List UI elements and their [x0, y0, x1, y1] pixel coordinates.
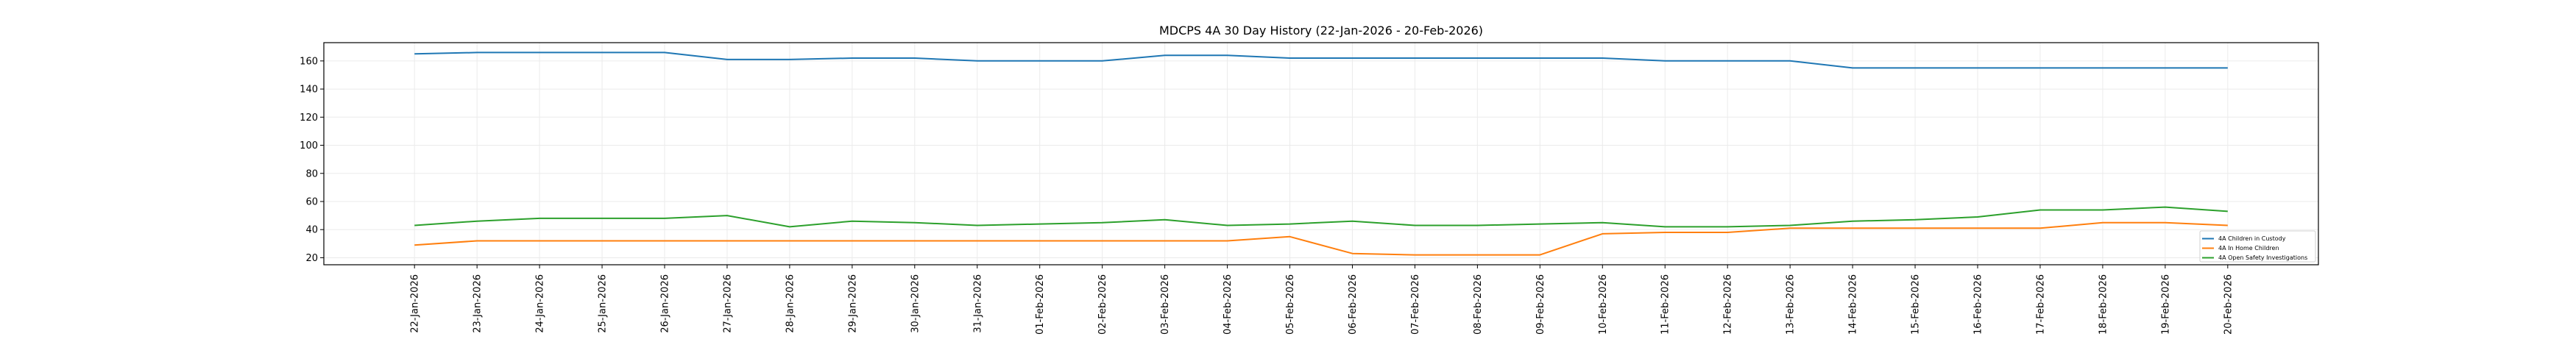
x-tick-label: 19-Feb-2026: [2160, 274, 2171, 335]
y-tick-label: 20: [305, 253, 318, 264]
y-tick-label: 80: [305, 168, 318, 179]
plot-frame: [323, 42, 2319, 265]
y-tick-label: 100: [300, 140, 318, 151]
x-tick-label: 23-Jan-2026: [473, 274, 484, 333]
y-tick-label: 60: [305, 196, 318, 207]
x-tick-label: 30-Jan-2026: [910, 274, 921, 333]
x-axis: 22-Jan-2026 23-Jan-2026 24-Jan-2026 25-Jan-…: [410, 265, 2234, 335]
x-tick-label: 28-Jan-2026: [785, 274, 796, 333]
x-tick-label: 24-Jan-2026: [535, 274, 546, 333]
x-tick-label: 01-Feb-2026: [1035, 274, 1046, 335]
x-tick-label: 13-Feb-2026: [1786, 274, 1797, 335]
x-tick-label: 26-Jan-2026: [659, 274, 670, 333]
x-tick-label: 16-Feb-2026: [1973, 274, 1984, 335]
y-tick-label: 40: [305, 225, 318, 236]
x-tick-label: 08-Feb-2026: [1473, 274, 1484, 335]
y-tick-label: 140: [300, 85, 318, 96]
x-tick-label: 11-Feb-2026: [1660, 274, 1671, 335]
x-tick-label: 03-Feb-2026: [1160, 274, 1171, 335]
x-tick-label: 02-Feb-2026: [1097, 274, 1108, 335]
x-tick-label: 27-Jan-2026: [722, 274, 733, 333]
x-tick-label: 15-Feb-2026: [1911, 274, 1922, 335]
x-tick-label: 29-Jan-2026: [847, 274, 858, 333]
x-tick-label: 20-Feb-2026: [2223, 274, 2234, 335]
legend-label: 4A Children in Custody: [2218, 235, 2286, 242]
series-line-1: [414, 221, 2228, 256]
chart-title: MDCPS 4A 30 Day History (22-Jan-2026 - 2…: [1159, 24, 1483, 38]
grid: [324, 43, 2318, 265]
x-tick-label: 05-Feb-2026: [1285, 274, 1296, 335]
x-tick-label: 31-Jan-2026: [972, 274, 983, 333]
series-line-0: [414, 51, 2228, 69]
x-tick-label: 06-Feb-2026: [1348, 274, 1359, 335]
x-tick-label: 09-Feb-2026: [1535, 274, 1546, 335]
x-tick-label: 25-Jan-2026: [598, 274, 609, 333]
x-tick-label: 12-Feb-2026: [1723, 274, 1734, 335]
y-axis: 20 40 60 80 100 120 140 160: [300, 56, 324, 264]
series-lines: [414, 51, 2228, 256]
legend-label: 4A Open Safety Investigations: [2218, 254, 2307, 261]
x-tick-label: 07-Feb-2026: [1410, 274, 1421, 335]
legend-box: [2199, 230, 2316, 263]
y-tick-label: 120: [300, 113, 318, 124]
x-tick-label: 04-Feb-2026: [1222, 274, 1234, 335]
series-line-2: [414, 206, 2228, 228]
legend: 4A Children in Custody 4A In Home Childre…: [2199, 230, 2316, 263]
x-tick-label: 17-Feb-2026: [2035, 274, 2046, 335]
x-tick-label: 18-Feb-2026: [2098, 274, 2109, 335]
y-tick-label: 160: [300, 56, 318, 67]
x-tick-label: 22-Jan-2026: [410, 274, 421, 333]
x-tick-label: 10-Feb-2026: [1598, 274, 1609, 335]
legend-label: 4A In Home Children: [2218, 245, 2279, 252]
x-tick-label: 14-Feb-2026: [1848, 274, 1859, 335]
